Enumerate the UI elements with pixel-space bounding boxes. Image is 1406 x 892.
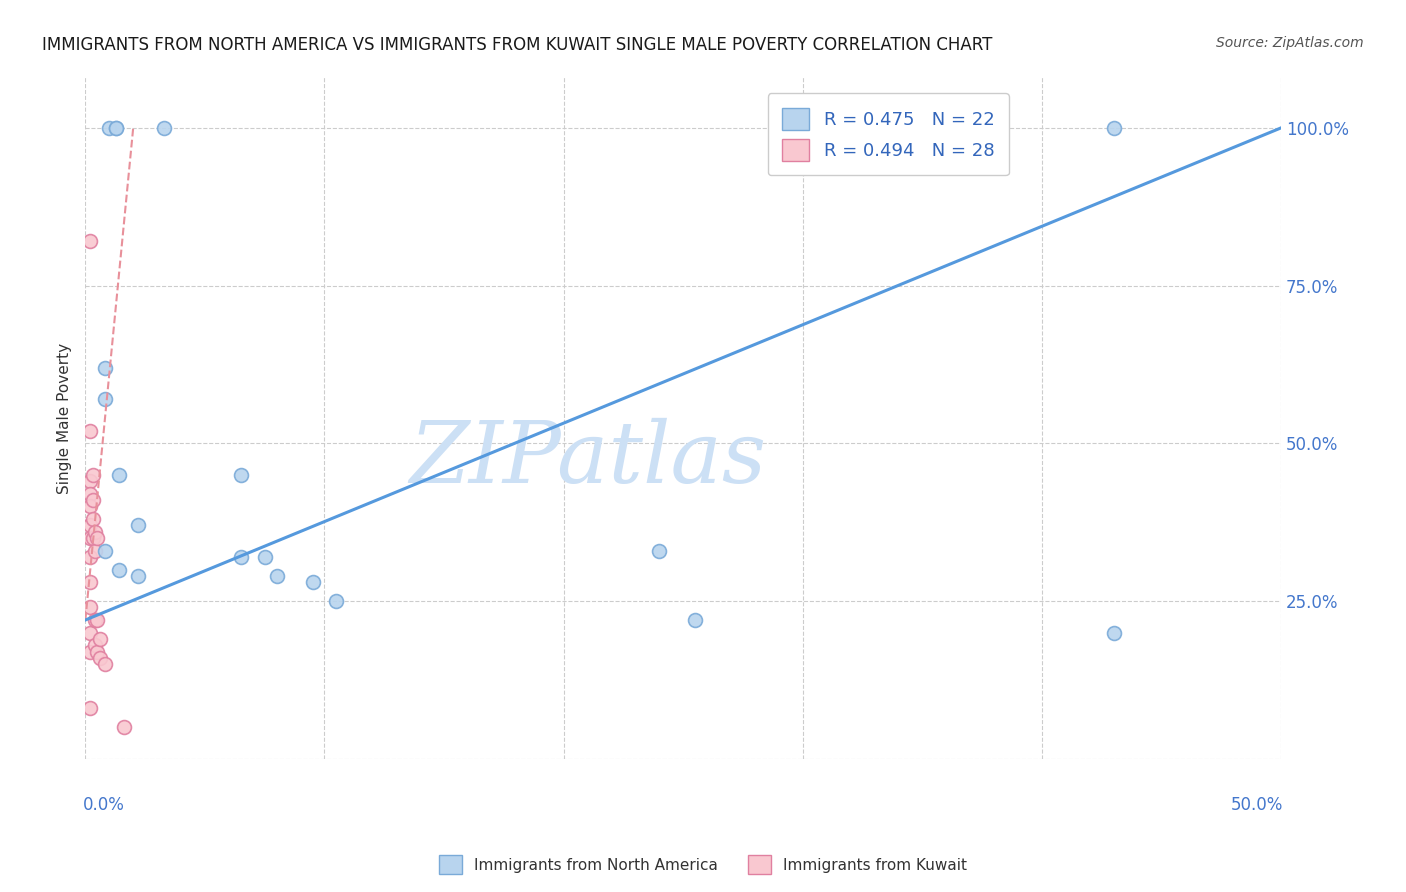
Point <box>93 543 115 558</box>
Point <box>105 120 128 135</box>
Point <box>84 638 107 652</box>
Point <box>229 467 252 482</box>
Point <box>127 569 149 583</box>
Point <box>266 569 288 583</box>
Point <box>683 613 706 627</box>
Point <box>112 720 135 734</box>
Point <box>108 562 131 576</box>
Point <box>98 120 121 135</box>
Text: 50.0%: 50.0% <box>1232 797 1284 814</box>
Point <box>84 524 107 539</box>
Point <box>229 549 252 564</box>
Point <box>82 531 104 545</box>
Point <box>84 543 107 558</box>
Point <box>1102 625 1125 640</box>
Point <box>79 424 101 438</box>
Point <box>93 657 115 672</box>
Point <box>79 531 101 545</box>
Point <box>1102 120 1125 135</box>
Point <box>105 120 128 135</box>
Point <box>325 594 347 608</box>
Point <box>79 600 101 615</box>
Point <box>108 467 131 482</box>
Point <box>79 644 101 658</box>
Point <box>89 632 111 646</box>
Point <box>79 518 101 533</box>
Point <box>79 500 101 514</box>
Legend: R = 0.475   N = 22, R = 0.494   N = 28: R = 0.475 N = 22, R = 0.494 N = 28 <box>768 94 1010 175</box>
Point <box>82 512 104 526</box>
Point <box>79 474 101 488</box>
Point <box>301 575 323 590</box>
Point <box>79 487 101 501</box>
Point <box>86 531 108 545</box>
Point <box>79 235 101 249</box>
Point <box>86 613 108 627</box>
Text: ZIPatlas: ZIPatlas <box>409 417 766 500</box>
Point <box>82 467 104 482</box>
Point <box>89 650 111 665</box>
Text: IMMIGRANTS FROM NORTH AMERICA VS IMMIGRANTS FROM KUWAIT SINGLE MALE POVERTY CORR: IMMIGRANTS FROM NORTH AMERICA VS IMMIGRA… <box>42 36 993 54</box>
Point <box>648 543 671 558</box>
Point <box>84 613 107 627</box>
Point <box>79 549 101 564</box>
Point <box>153 120 176 135</box>
Point <box>127 518 149 533</box>
Point <box>82 493 104 508</box>
Point <box>79 701 101 715</box>
Legend: Immigrants from North America, Immigrants from Kuwait: Immigrants from North America, Immigrant… <box>433 849 973 880</box>
Point <box>93 392 115 407</box>
Point <box>93 360 115 375</box>
Y-axis label: Single Male Poverty: Single Male Poverty <box>58 343 72 493</box>
Text: Source: ZipAtlas.com: Source: ZipAtlas.com <box>1216 36 1364 50</box>
Point <box>253 549 276 564</box>
Point <box>79 575 101 590</box>
Text: 0.0%: 0.0% <box>83 797 125 814</box>
Point <box>86 644 108 658</box>
Point <box>79 625 101 640</box>
